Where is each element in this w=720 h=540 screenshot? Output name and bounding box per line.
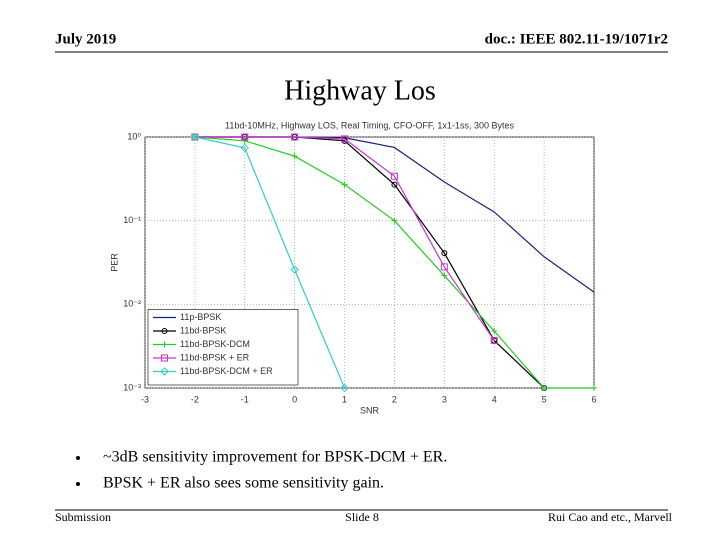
y-tick-label: 10⁻² <box>123 299 141 309</box>
data-point <box>341 181 348 188</box>
data-point <box>591 385 597 391</box>
data-point <box>241 133 249 141</box>
series-line <box>194 136 495 341</box>
y-tick-label: 10⁻³ <box>123 382 141 392</box>
data-point <box>490 336 498 344</box>
x-tick-label: 6 <box>591 394 596 404</box>
data-point <box>291 153 298 160</box>
data-point <box>161 328 168 334</box>
data-point <box>541 385 548 391</box>
x-tick-label: 3 <box>442 394 447 404</box>
data-point <box>190 132 200 142</box>
bullet-dot <box>76 456 80 460</box>
data-point <box>341 135 349 143</box>
x-tick-label: 0 <box>292 394 297 404</box>
x-tick-label: 4 <box>492 394 497 404</box>
data-point <box>340 383 349 393</box>
data-point <box>441 272 448 279</box>
data-point <box>391 181 398 188</box>
x-axis-label: SNR <box>360 405 380 415</box>
data-point <box>291 133 299 141</box>
plot-area <box>144 136 595 389</box>
data-point <box>161 341 168 348</box>
x-tick-label: -2 <box>191 394 199 404</box>
x-tick-label: -1 <box>241 394 249 404</box>
header-doc: doc.: IEEE 802.11-19/1071r2 <box>485 31 668 47</box>
bullet-dot <box>76 482 80 486</box>
data-point <box>290 265 299 274</box>
footer-center: Slide 8 <box>345 510 379 524</box>
data-point <box>491 328 498 335</box>
legend-box <box>147 309 299 386</box>
footer-right: Rui Cao and etc., Marvell <box>548 510 673 524</box>
slide-title: Highway Los <box>284 75 436 106</box>
bullet-text: BPSK + ER also sees some sensitivity gai… <box>103 475 384 492</box>
data-point <box>441 250 448 257</box>
x-tick-label: 2 <box>392 394 397 404</box>
x-tick-label: 1 <box>342 394 347 404</box>
bullet-text: ~3dB sensitivity improvement for BPSK-DC… <box>103 449 447 466</box>
x-tick-label: -3 <box>141 394 149 404</box>
legend-label: 11bd-BPSK + ER <box>180 352 250 362</box>
data-point <box>240 143 249 153</box>
data-point <box>391 217 398 224</box>
data-point <box>160 367 169 376</box>
data-point <box>241 137 248 144</box>
chart-title: 11bd-10MHz, Highway LOS, Real Timing, CF… <box>225 120 514 130</box>
series-line <box>194 136 346 389</box>
y-tick-label: 10⁰ <box>127 131 141 141</box>
data-point <box>161 354 168 362</box>
legend-label: 11bd-BPSK-DCM + ER <box>180 366 273 376</box>
footer-left: Submission <box>55 510 111 524</box>
legend-label: 11bd-BPSK <box>180 325 226 335</box>
legend-label: 11p-BPSK <box>180 312 221 322</box>
header-date: July 2019 <box>55 31 116 47</box>
y-axis-label: PER <box>109 253 119 272</box>
data-point <box>440 263 448 271</box>
legend-label: 11bd-BPSK-DCM <box>180 339 250 349</box>
data-point <box>390 172 398 180</box>
x-tick-label: 5 <box>542 394 547 404</box>
y-tick-label: 10⁻¹ <box>123 215 141 225</box>
